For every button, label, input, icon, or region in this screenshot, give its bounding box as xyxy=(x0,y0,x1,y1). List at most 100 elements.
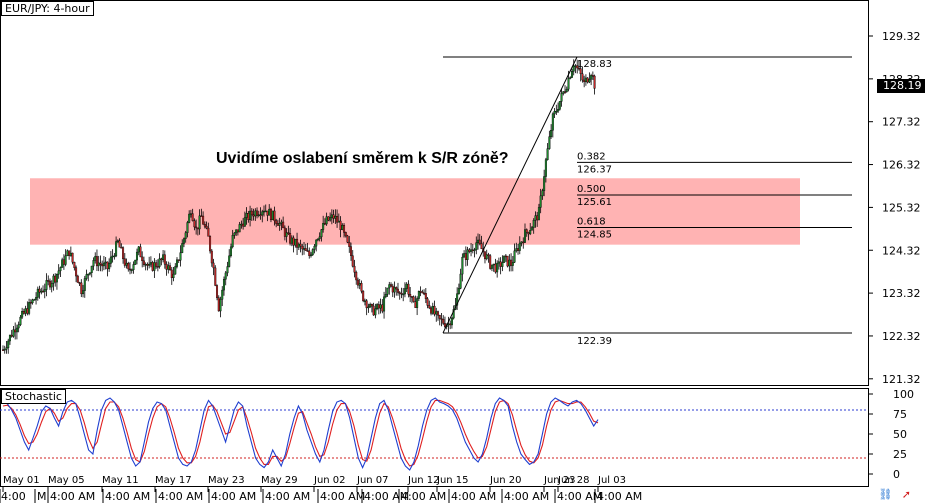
candle-body xyxy=(263,210,266,213)
candle-body xyxy=(416,298,419,308)
candle-body xyxy=(320,229,323,238)
date-label: May 11 xyxy=(102,475,139,486)
candle-body xyxy=(254,210,257,217)
candle-body xyxy=(57,270,60,275)
candle-body xyxy=(468,249,471,252)
candle-body xyxy=(55,274,58,283)
candle-body xyxy=(181,243,184,253)
candle-body xyxy=(191,213,194,221)
candle-body xyxy=(591,75,594,77)
candle-body xyxy=(149,262,152,265)
candle-body xyxy=(221,289,224,300)
candle-body xyxy=(123,258,126,266)
candle-body xyxy=(139,246,142,258)
fibonacci-retracement[interactable]: 128.83 122.39 0.382 126.37 0.500 125.61 0.618 1… xyxy=(442,56,852,347)
date-label: May 23 xyxy=(208,475,245,486)
date-label: Jun 07 xyxy=(356,475,389,486)
candle-body xyxy=(290,237,293,244)
current-price-tag: 128.19 xyxy=(877,79,925,93)
candle-body xyxy=(75,267,78,277)
candle-body xyxy=(144,263,147,266)
candle-body xyxy=(71,252,74,263)
candle-body xyxy=(494,263,497,273)
price-tick-label: 123.32 xyxy=(882,287,921,300)
stoch-main-line xyxy=(2,397,599,471)
link-icon[interactable]: ⛓ xyxy=(878,488,893,501)
candle-body xyxy=(134,259,137,265)
candle-body xyxy=(195,226,198,229)
candle-body xyxy=(45,280,48,290)
candle-body xyxy=(379,304,382,309)
candle-body xyxy=(118,240,121,248)
candle-body xyxy=(590,75,593,80)
candle-body xyxy=(198,215,201,230)
candle-body xyxy=(24,308,27,314)
candle-body xyxy=(527,231,530,235)
candle-body xyxy=(431,305,434,314)
candle-body xyxy=(129,268,132,271)
candle-body xyxy=(442,318,445,324)
candle-body xyxy=(85,274,88,279)
candle-body xyxy=(306,250,309,252)
stoch-tick-label: 75 xyxy=(893,408,907,421)
price-tick-label: 127.32 xyxy=(882,116,921,129)
candle-body xyxy=(489,255,492,269)
candle-body xyxy=(137,246,140,253)
candle-body xyxy=(360,283,363,292)
candle-body xyxy=(205,225,208,229)
candle-body xyxy=(376,304,379,310)
candle-body xyxy=(543,176,546,191)
candle-body xyxy=(443,323,446,327)
candle-body xyxy=(7,340,10,348)
candle-body xyxy=(537,207,540,221)
candle-body xyxy=(296,238,299,248)
candle-body xyxy=(35,297,38,300)
candle-body xyxy=(457,288,460,294)
candle-body xyxy=(409,294,412,297)
candle-body xyxy=(499,261,502,267)
time-label: 4:00 AM xyxy=(451,490,496,503)
candle-body xyxy=(353,265,356,273)
candle-body xyxy=(588,78,591,83)
candle-body xyxy=(3,348,6,351)
candle-body xyxy=(216,285,219,298)
date-label: Jun 12 xyxy=(407,475,440,486)
red-arrow-icon[interactable]: ➚ xyxy=(901,488,911,501)
candle-body xyxy=(17,324,20,329)
candle-body xyxy=(169,265,172,271)
candle-body xyxy=(264,210,267,213)
chart-title: EUR/JPY: 4-hour xyxy=(1,1,94,16)
candle-body xyxy=(579,68,582,75)
candle-body xyxy=(249,210,252,220)
time-label: 4:00 AM xyxy=(504,490,549,503)
candle-body xyxy=(88,272,91,275)
candle-body xyxy=(572,65,575,72)
date-label: Jul 03 xyxy=(597,475,626,486)
candle-body xyxy=(344,232,347,237)
candlestick-series xyxy=(2,59,596,354)
candle-body xyxy=(553,110,556,115)
candle-body xyxy=(36,288,39,298)
time-label: 4:00 AM xyxy=(265,490,310,503)
candle-body xyxy=(278,223,281,226)
candle-body xyxy=(424,293,427,300)
candle-body xyxy=(351,255,354,267)
candle-body xyxy=(417,291,420,299)
candle-body xyxy=(421,291,424,294)
indicator-title: Stochastic xyxy=(1,389,66,404)
candle-body xyxy=(576,65,579,69)
candle-body xyxy=(38,288,41,293)
candle-body xyxy=(167,265,170,270)
candle-body xyxy=(120,247,123,249)
time-label: 4:00 AM xyxy=(211,490,256,503)
candle-body xyxy=(116,240,119,242)
time-label: 4:00 AM xyxy=(557,490,602,503)
candle-body xyxy=(492,263,495,266)
candle-body xyxy=(403,288,406,295)
candle-body xyxy=(61,259,64,268)
candle-body xyxy=(224,272,227,280)
candle-body xyxy=(238,224,241,233)
date-label: May 01 xyxy=(3,475,40,486)
candle-body xyxy=(261,211,264,216)
